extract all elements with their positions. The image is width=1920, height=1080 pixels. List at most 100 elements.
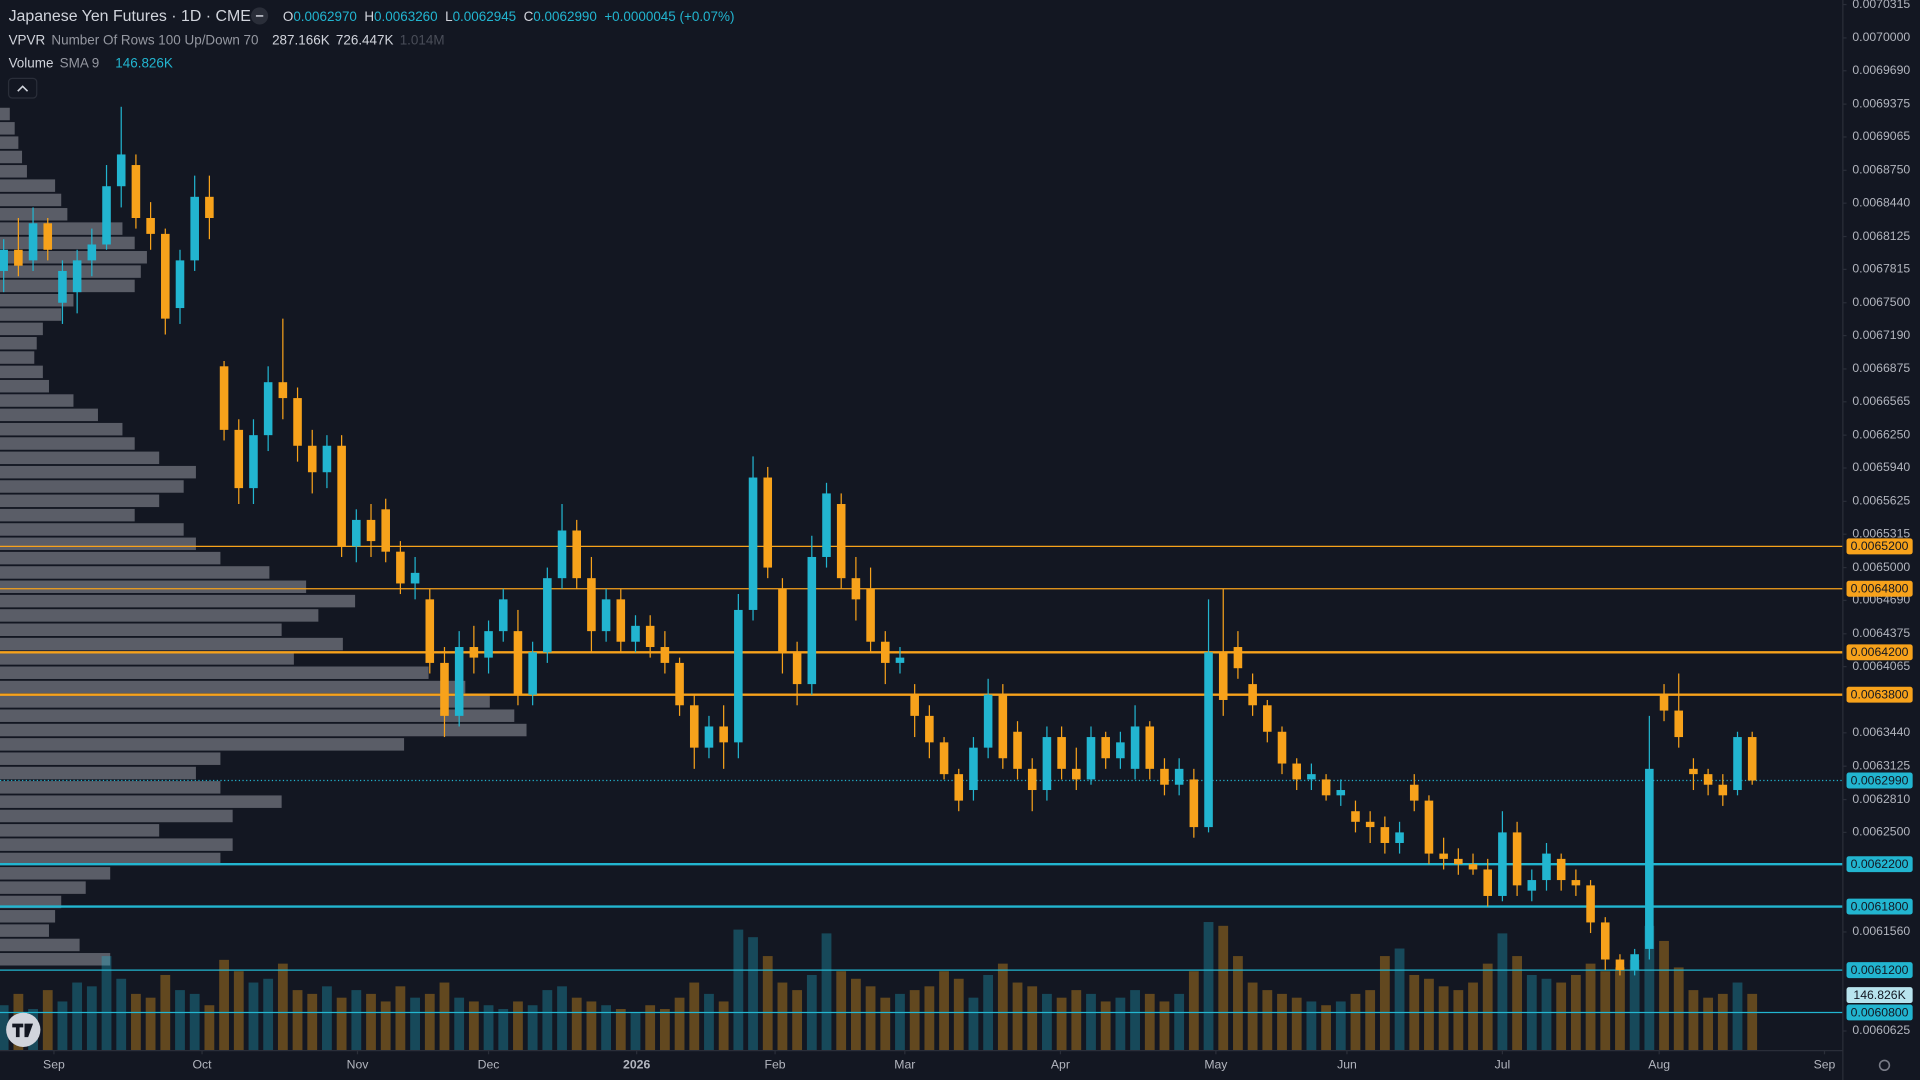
volume-bar xyxy=(1556,982,1567,1051)
candle-body xyxy=(1189,779,1199,828)
price-tag-label: 0.0061200 xyxy=(1851,963,1909,977)
price-tag-label: 0.0062990 xyxy=(1851,773,1909,787)
indicator-value: 1.014M xyxy=(400,32,445,47)
candle-body xyxy=(601,599,611,632)
volume-bar xyxy=(1585,963,1596,1051)
price-tag-label: 146.826K xyxy=(1853,988,1906,1002)
volume-legend: Volume SMA 9 146.826K xyxy=(9,55,173,70)
candle-body xyxy=(1380,827,1390,843)
candle-body xyxy=(778,588,787,653)
volume-bar xyxy=(1688,990,1699,1051)
settings-button[interactable] xyxy=(1878,1059,1891,1071)
y-tick-label: 0.0063125 xyxy=(1852,758,1910,772)
candle-body xyxy=(1263,705,1272,732)
candle-body xyxy=(219,366,229,430)
candle-body xyxy=(528,652,537,695)
logo[interactable] xyxy=(6,1012,41,1047)
volume-bar xyxy=(380,1001,391,1051)
vpvr-row xyxy=(0,136,19,149)
volume-bar xyxy=(557,986,567,1051)
vpvr-row xyxy=(0,709,515,722)
candle-body xyxy=(14,249,23,266)
price-tag xyxy=(1846,1004,1913,1021)
candle-body xyxy=(1409,784,1419,801)
candle-body xyxy=(1659,694,1669,711)
volume-bar xyxy=(1262,990,1273,1051)
volume-bar xyxy=(1203,922,1214,1051)
volume-bar xyxy=(204,1005,215,1051)
volume-bar xyxy=(924,986,935,1051)
volume-bar xyxy=(953,978,964,1051)
candle-body xyxy=(366,519,376,542)
candle-body xyxy=(631,625,640,642)
x-tick-label: Feb xyxy=(765,1058,786,1072)
volume-bar xyxy=(1644,925,1655,1051)
indicator-name: VPVR xyxy=(9,32,46,47)
vpvr-row xyxy=(0,580,307,594)
volume-bar xyxy=(1130,990,1140,1051)
volume-bar xyxy=(777,982,788,1051)
ohlc-value: 0.0062990 xyxy=(533,9,597,24)
candle-body xyxy=(1277,731,1287,764)
vpvr-row xyxy=(0,623,282,636)
candle-body xyxy=(851,578,861,600)
volume-bar xyxy=(1673,967,1684,1051)
vpvr-row xyxy=(0,953,111,966)
volume-bar xyxy=(909,990,920,1051)
candle-body xyxy=(675,662,684,706)
volume-bar xyxy=(630,1012,641,1051)
price-tag xyxy=(1846,898,1913,915)
candles-layer xyxy=(0,106,1757,976)
candle-body xyxy=(28,223,38,261)
candle-body xyxy=(1586,885,1595,923)
vpvr-row xyxy=(0,351,35,364)
candle-body xyxy=(954,774,964,801)
collapse-button[interactable] xyxy=(7,77,38,99)
candle-body xyxy=(792,652,802,685)
volume-bar xyxy=(1453,990,1464,1051)
volume-bar xyxy=(366,993,376,1051)
candle-body xyxy=(1027,768,1037,791)
volume-bar xyxy=(792,990,803,1051)
y-tick-label: 0.0067815 xyxy=(1852,262,1910,276)
vpvr-row xyxy=(0,437,135,450)
candle-body xyxy=(645,625,655,648)
vpvr-row xyxy=(0,637,343,651)
price-tag-label: 0.0065200 xyxy=(1851,539,1909,553)
vpvr-row xyxy=(0,537,196,551)
ohlc-value: 0.0062970 xyxy=(293,9,357,24)
volume-bar xyxy=(1247,982,1258,1051)
volume-bar xyxy=(850,978,861,1051)
vpvr-row xyxy=(0,824,160,837)
candle-body xyxy=(1674,710,1684,738)
volume-bar xyxy=(997,963,1008,1051)
vpvr-row xyxy=(0,680,466,694)
candle-body xyxy=(1248,684,1257,706)
candle-body xyxy=(1483,869,1493,896)
candle-body xyxy=(983,694,993,748)
x-tick-label: Dec xyxy=(478,1058,500,1072)
y-tick-label: 0.0063440 xyxy=(1852,725,1910,739)
vpvr-row xyxy=(0,294,74,307)
y-tick-label: 0.0065315 xyxy=(1852,526,1910,540)
candle-body xyxy=(1571,880,1581,886)
volume-bar xyxy=(1438,986,1449,1051)
candle-body xyxy=(131,165,141,219)
vpvr-row xyxy=(0,566,270,579)
price-lines-layer xyxy=(0,545,1843,1014)
y-tick-label: 0.0068750 xyxy=(1852,163,1910,177)
volume-bar xyxy=(1012,982,1023,1051)
volume-bar xyxy=(659,1009,670,1051)
volume-bar xyxy=(1218,925,1229,1051)
volume-bar xyxy=(307,993,318,1051)
candle-body xyxy=(1645,768,1654,949)
volume-bar xyxy=(424,993,435,1051)
volume-bar xyxy=(1703,997,1714,1051)
vpvr-row xyxy=(0,279,135,293)
candle-body xyxy=(87,244,97,261)
volume-bar xyxy=(86,986,97,1051)
x-tick-label: Oct xyxy=(193,1058,213,1072)
price-tag xyxy=(1846,856,1913,873)
vpvr-row xyxy=(0,508,135,522)
axis-layer: 0.0070315 0.0070000 0.0069690 0.0069375 0.00… xyxy=(43,0,1910,1072)
